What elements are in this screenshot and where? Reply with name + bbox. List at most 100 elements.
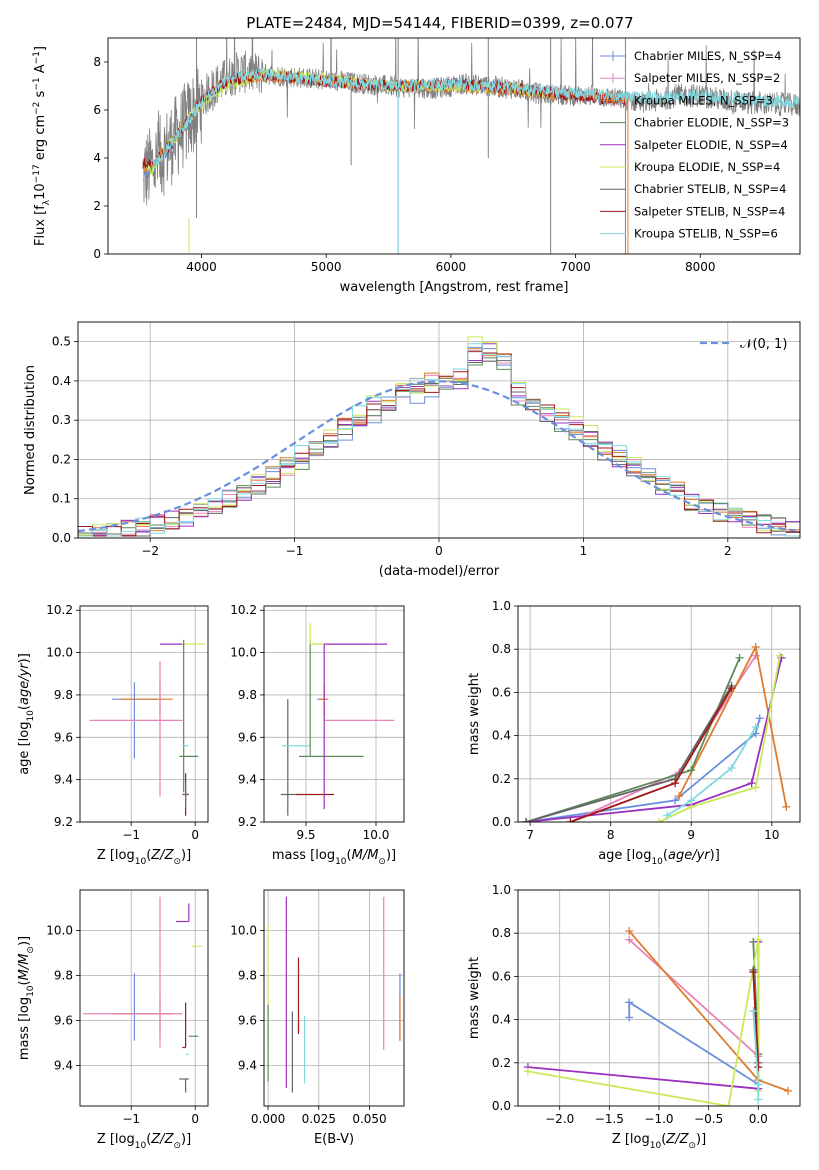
mass-weight-series	[566, 684, 736, 822]
x-tick-label: 7000	[560, 260, 591, 274]
y-axis-label: Flux [fλ10−17 erg cm−2 s−1 A−1]	[32, 46, 52, 246]
x-tick-label: 0	[435, 544, 443, 558]
model-spectrum-line	[142, 69, 626, 171]
plot-area	[83, 896, 202, 1093]
y-tick-label: 10.0	[46, 924, 73, 938]
legend: Chabrier MILES, N_SSP=4 Salpeter MILES, N…	[600, 49, 789, 241]
axes-frame	[77, 321, 801, 539]
y-tick-label: 10.2	[46, 603, 73, 617]
series-marker	[727, 684, 736, 693]
y-axis-label: mass weight	[467, 957, 482, 1039]
y-axis-label: mass weight	[467, 673, 482, 755]
legend: 𝒩(0, 1)	[700, 337, 787, 352]
x-axis-label: Z [log10(Z/Z⊙)]	[612, 1132, 706, 1151]
axes-frame	[79, 605, 209, 823]
series-marker	[727, 764, 736, 772]
series-marker	[671, 779, 680, 788]
y-tick-label: 9.6	[238, 730, 257, 744]
x-axis-label: Z [log10(Z/Z⊙)]	[97, 848, 191, 867]
x-tick-label: −1	[122, 1112, 140, 1126]
data-point-errorbar	[182, 781, 189, 808]
y-tick-label: 10.0	[230, 646, 257, 660]
x-tick-label: 5000	[311, 260, 342, 274]
y-tick-label: 6	[93, 103, 101, 117]
spectrum-panel: 4000 5000 6000 7000 8000 0 2 4 6 8 Chabrier MILES,…	[32, 37, 801, 295]
legend-entry: Kroupa MILES, N_SSP=3	[634, 93, 773, 107]
data-point-errorbar	[280, 699, 299, 816]
x-tick-label: −1	[122, 828, 140, 842]
y-tick-label: 1.0	[492, 599, 511, 613]
age-vs-mass-panel: 9.5 10.0 9.2 9.4 9.6 9.8 10.0 10.2 mass [log10(M…	[230, 603, 405, 867]
x-tick-label: 8	[607, 828, 615, 842]
residual-histogram-panel: −2 −1 0 1 2 0.0 0.1 0.2 0.3 0.4 0.5 𝒩(0, 1) (data-mo…	[23, 321, 801, 579]
series-line	[525, 718, 761, 822]
x-tick-label: 9.5	[296, 828, 315, 842]
plot-area	[267, 896, 401, 1093]
x-tick-label: −1.0	[644, 1112, 673, 1126]
series-line	[628, 939, 759, 1057]
data-point-errorbar	[115, 995, 173, 1037]
x-tick-label: 1	[580, 544, 588, 558]
data-point-errorbar	[89, 661, 183, 797]
data-point-errorbar	[118, 682, 173, 717]
series-marker	[671, 796, 680, 805]
mass-weight-vs-age-panel: 7 8 9 10 0.0 0.2 0.4 0.6 0.8 1.0 age [log10(age/yr…	[467, 599, 801, 867]
series-marker	[625, 927, 634, 936]
data-point-errorbar	[83, 896, 183, 1048]
y-tick-label: 0.1	[52, 492, 71, 506]
series-marker	[735, 653, 744, 662]
y-tick-label: 0.4	[492, 729, 511, 743]
legend-entry: Chabrier ELODIE, N_SSP=3	[634, 116, 789, 130]
series-line	[527, 939, 760, 1106]
y-tick-label: 0.4	[492, 1013, 511, 1027]
x-tick-label: 0.025	[302, 1112, 336, 1126]
series-marker	[751, 651, 760, 660]
series-marker	[522, 818, 531, 822]
mass-weight-series	[625, 998, 763, 1089]
series-marker	[566, 818, 575, 822]
x-tick-label: 2	[724, 544, 732, 558]
y-tick-label: 10.2	[230, 603, 257, 617]
grid-lines	[264, 890, 404, 1106]
x-axis-label: mass [log10(M/M⊙)]	[272, 848, 396, 867]
legend-entry: Salpeter ELODIE, N_SSP=4	[634, 138, 788, 152]
x-tick-label: −0.5	[694, 1112, 723, 1126]
y-tick-label: 8	[93, 55, 101, 69]
series-marker	[755, 714, 764, 723]
x-tick-label: 6000	[436, 260, 467, 274]
y-tick-label: 9.6	[54, 1014, 73, 1028]
axes-frame	[517, 605, 801, 823]
mass-weight-series	[663, 722, 760, 820]
legend-entry: Chabrier MILES, N_SSP=4	[634, 49, 781, 63]
plot-area	[89, 639, 205, 816]
series-marker	[754, 1063, 763, 1072]
age-vs-metallicity-panel: −1 0 9.2 9.4 9.6 9.8 10.0 10.2 Z [log10(Z/Z⊙)] ag…	[17, 603, 209, 867]
series-line	[658, 655, 781, 822]
legend-entry: 𝒩(0, 1)	[740, 337, 787, 352]
x-tick-label: 4000	[186, 260, 217, 274]
x-tick-label: 0.0	[749, 1112, 768, 1126]
x-tick-label: −2.0	[545, 1112, 574, 1126]
series-marker	[782, 802, 791, 811]
y-axis-label: Normed distribution	[23, 365, 38, 495]
legend-entry: Chabrier STELIB, N_SSP=4	[634, 182, 786, 196]
axes-frame	[263, 605, 405, 823]
y-tick-label: 0.8	[492, 926, 511, 940]
x-axis-label: E(B-V)	[314, 1132, 354, 1147]
y-tick-label: 0.0	[492, 1099, 511, 1113]
series-marker	[663, 811, 672, 820]
x-tick-label: 0.000	[251, 1112, 285, 1126]
y-tick-label: 0.6	[492, 685, 511, 699]
y-tick-label: 9.6	[238, 1014, 257, 1028]
plot-area	[523, 927, 793, 1106]
grid-lines	[264, 606, 404, 823]
y-tick-label: 9.4	[54, 1059, 73, 1073]
y-tick-label: 0.8	[492, 642, 511, 656]
data-point-errorbar	[299, 639, 364, 757]
y-axis-label: age [log10(age/yr)]	[17, 653, 36, 775]
data-point-errorbar	[112, 973, 157, 1041]
legend-entry: Kroupa STELIB, N_SSP=6	[634, 227, 778, 241]
x-tick-label: 9	[687, 828, 695, 842]
series-line	[526, 657, 783, 822]
model-spectrum-line	[151, 67, 800, 171]
